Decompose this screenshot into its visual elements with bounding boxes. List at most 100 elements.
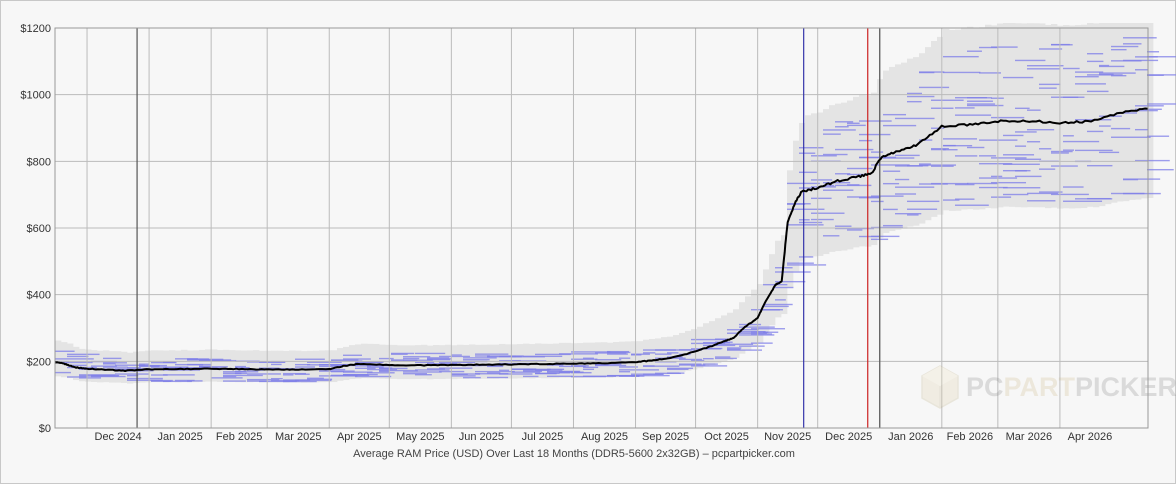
individual-price-mark (523, 368, 534, 371)
individual-price-mark (1063, 96, 1085, 98)
individual-price-mark (991, 175, 1003, 178)
individual-price-mark (1123, 178, 1161, 180)
individual-price-mark (1135, 105, 1164, 107)
individual-price-mark (1003, 76, 1034, 79)
individual-price-mark (1063, 200, 1103, 202)
individual-price-mark (835, 148, 874, 151)
individual-price-mark (487, 365, 504, 368)
price-range-band (703, 323, 710, 367)
individual-price-mark (1135, 69, 1149, 71)
individual-price-mark (223, 374, 263, 377)
individual-price-mark (811, 197, 832, 200)
price-range-band (829, 105, 836, 252)
price-range-band (955, 29, 962, 211)
individual-price-mark (163, 367, 177, 369)
price-range-band (1063, 25, 1070, 209)
individual-price-mark (679, 363, 702, 365)
price-range-band (943, 28, 950, 211)
individual-price-mark (835, 126, 849, 128)
price-range-band (391, 344, 398, 379)
individual-price-mark (523, 355, 563, 358)
individual-price-mark (955, 198, 975, 200)
price-range-band (67, 343, 74, 379)
price-range-band (697, 326, 704, 369)
price-range-band (73, 346, 80, 381)
price-range-band (781, 235, 788, 315)
individual-price-mark (991, 46, 1018, 48)
individual-price-mark (403, 372, 427, 375)
x-tick-label: Apr 2025 (337, 431, 382, 443)
x-tick-label: Jul 2025 (522, 431, 564, 443)
individual-price-mark (163, 380, 192, 383)
x-tick-label: Mar 2026 (1006, 431, 1052, 443)
individual-price-mark (271, 363, 282, 366)
x-tick-label: Feb 2026 (947, 431, 993, 443)
individual-price-mark (1111, 136, 1151, 138)
individual-price-mark (427, 358, 452, 360)
individual-price-mark (571, 365, 589, 367)
individual-price-mark (103, 357, 122, 360)
individual-price-mark (799, 221, 823, 224)
individual-price-mark (787, 262, 814, 264)
individual-price-mark (883, 157, 915, 159)
price-range-band (883, 70, 890, 234)
price-range-band (1003, 23, 1010, 207)
individual-price-mark (1003, 154, 1035, 156)
individual-price-mark (979, 186, 1008, 189)
individual-price-mark (1051, 165, 1078, 167)
individual-price-mark (811, 218, 834, 221)
price-range-band (721, 315, 728, 362)
pcpartpicker-watermark: PCPARTPICKER (921, 365, 1176, 409)
individual-price-mark (475, 353, 509, 355)
price-range-band (1075, 25, 1082, 209)
individual-price-mark (1051, 44, 1073, 46)
individual-price-mark (379, 367, 408, 370)
individual-price-mark (619, 366, 638, 368)
individual-price-mark (295, 373, 310, 375)
individual-price-mark (175, 379, 195, 382)
price-range-band (433, 345, 440, 379)
individual-price-mark (763, 309, 780, 311)
individual-price-mark (55, 350, 75, 352)
individual-price-mark (847, 229, 863, 231)
individual-price-mark (763, 305, 789, 308)
price-range-band (643, 339, 650, 376)
individual-price-mark (667, 367, 693, 370)
price-range-band (1069, 25, 1076, 209)
individual-price-mark (1027, 109, 1041, 111)
individual-price-mark (271, 380, 300, 382)
price-range-band (739, 302, 746, 354)
individual-price-mark (547, 368, 565, 370)
y-tick-label: $400 (27, 290, 51, 302)
individual-price-mark (1135, 159, 1170, 162)
individual-price-mark (439, 355, 470, 358)
individual-price-mark (403, 356, 431, 358)
price-range-band (631, 341, 638, 377)
individual-price-mark (943, 55, 979, 58)
individual-price-mark (1123, 192, 1161, 195)
price-range-band (1033, 23, 1040, 208)
y-tick-label: $0 (39, 423, 51, 435)
individual-price-mark (127, 377, 163, 380)
individual-price-mark (775, 271, 811, 273)
price-range-band (853, 96, 860, 248)
individual-price-mark (1039, 48, 1063, 50)
individual-price-mark (403, 371, 442, 373)
individual-price-mark (751, 333, 773, 335)
price-range-band (313, 350, 320, 383)
individual-price-mark (847, 184, 860, 186)
price-range-band (169, 350, 176, 383)
individual-price-mark (1099, 125, 1111, 127)
price-range-band (1105, 23, 1112, 205)
individual-price-mark (403, 357, 420, 360)
individual-price-mark (883, 208, 898, 211)
individual-price-mark (235, 366, 250, 369)
price-range-band (1099, 23, 1106, 207)
individual-price-mark (859, 120, 892, 122)
individual-price-mark (691, 338, 727, 341)
price-range-band (565, 342, 572, 378)
individual-price-mark (955, 204, 989, 206)
price-range-band (619, 341, 626, 377)
individual-price-mark (823, 189, 854, 191)
individual-price-mark (283, 374, 294, 376)
